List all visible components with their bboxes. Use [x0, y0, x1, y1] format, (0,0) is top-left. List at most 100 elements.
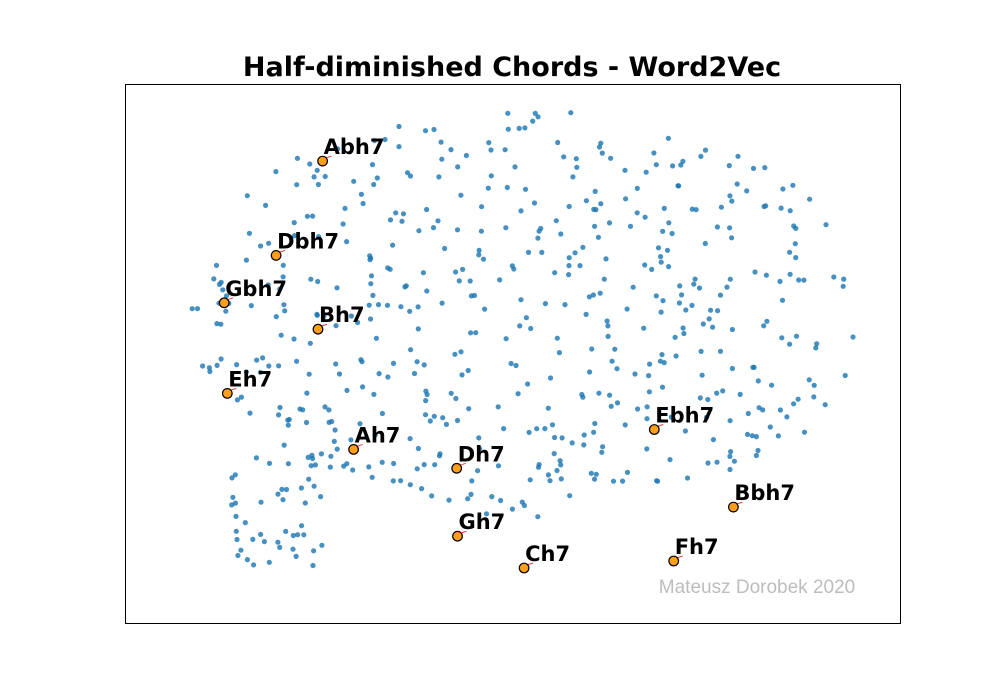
background-point [614, 400, 621, 406]
background-point [577, 263, 583, 269]
background-point [350, 467, 356, 473]
background-point [714, 224, 721, 230]
background-point [727, 466, 733, 473]
background-point [729, 365, 736, 372]
background-point [715, 308, 721, 314]
background-point [655, 478, 661, 484]
background-point [310, 562, 316, 569]
background-point [422, 128, 429, 134]
highlight-label: Dh7 [458, 442, 505, 466]
background-point [295, 532, 301, 538]
highlighted-point [648, 424, 660, 435]
background-point [429, 493, 435, 499]
background-point [702, 147, 709, 153]
background-point [246, 230, 252, 236]
background-point [676, 300, 683, 306]
background-point [238, 394, 244, 400]
background-point [666, 264, 672, 270]
background-point [658, 259, 664, 265]
background-point [468, 293, 474, 299]
background-point [567, 493, 573, 499]
background-point [583, 198, 590, 204]
background-point [379, 459, 385, 465]
background-point [306, 476, 312, 482]
background-point [764, 318, 770, 324]
background-point [220, 287, 226, 293]
background-point [438, 139, 444, 145]
background-point [294, 182, 300, 188]
background-point [555, 139, 561, 146]
background-point [545, 405, 551, 411]
background-point [831, 274, 837, 280]
background-point [801, 277, 807, 283]
background-point [579, 391, 585, 398]
background-point [553, 218, 559, 224]
background-point [298, 485, 304, 491]
background-point [643, 169, 649, 175]
background-point [556, 350, 563, 356]
background-point [312, 462, 318, 468]
background-point [729, 198, 735, 204]
background-point [243, 257, 249, 263]
background-point [658, 309, 664, 315]
background-point [436, 174, 442, 180]
background-point [459, 372, 465, 378]
background-point [439, 156, 445, 162]
background-point [670, 163, 676, 169]
background-point [307, 340, 313, 346]
background-point [214, 321, 220, 327]
background-point [238, 547, 244, 553]
background-point [280, 497, 286, 503]
background-point [547, 375, 554, 381]
background-point [587, 369, 593, 375]
background-point [290, 546, 296, 552]
background-point [779, 297, 786, 303]
background-point [787, 208, 793, 214]
background-point [842, 372, 848, 379]
background-point [293, 553, 299, 560]
background-point [358, 191, 364, 197]
background-point [376, 371, 382, 377]
background-point [351, 178, 357, 184]
background-point [498, 497, 504, 504]
background-point [218, 321, 224, 327]
background-point [393, 210, 399, 216]
highlighted-point [270, 249, 282, 261]
background-point [407, 173, 414, 179]
background-point [251, 562, 257, 568]
background-point [551, 451, 557, 457]
background-point [483, 511, 490, 517]
background-point [630, 284, 636, 290]
background-point [387, 217, 394, 223]
background-point [646, 389, 653, 395]
background-point [600, 444, 606, 450]
background-point [342, 205, 348, 211]
background-point [421, 462, 427, 468]
background-point [612, 346, 618, 352]
background-point [509, 506, 515, 512]
background-point [277, 544, 283, 551]
highlighted-point [317, 155, 329, 167]
background-point [607, 392, 613, 398]
background-point [704, 414, 710, 420]
background-point [734, 181, 740, 187]
background-point [787, 341, 793, 347]
background-point [744, 431, 751, 437]
highlight-label: Gh7 [459, 510, 506, 534]
background-point [755, 378, 761, 384]
background-point [599, 150, 605, 156]
background-point [335, 146, 341, 152]
background-point [728, 449, 734, 455]
background-point [390, 360, 397, 366]
background-point [504, 184, 510, 191]
background-point [569, 440, 575, 446]
background-point [807, 196, 813, 202]
background-point [522, 186, 529, 192]
background-point [404, 170, 411, 176]
background-point [448, 390, 454, 396]
background-point [531, 200, 538, 206]
highlighted-point [668, 555, 680, 567]
background-point [232, 500, 238, 506]
background-point [344, 239, 350, 245]
